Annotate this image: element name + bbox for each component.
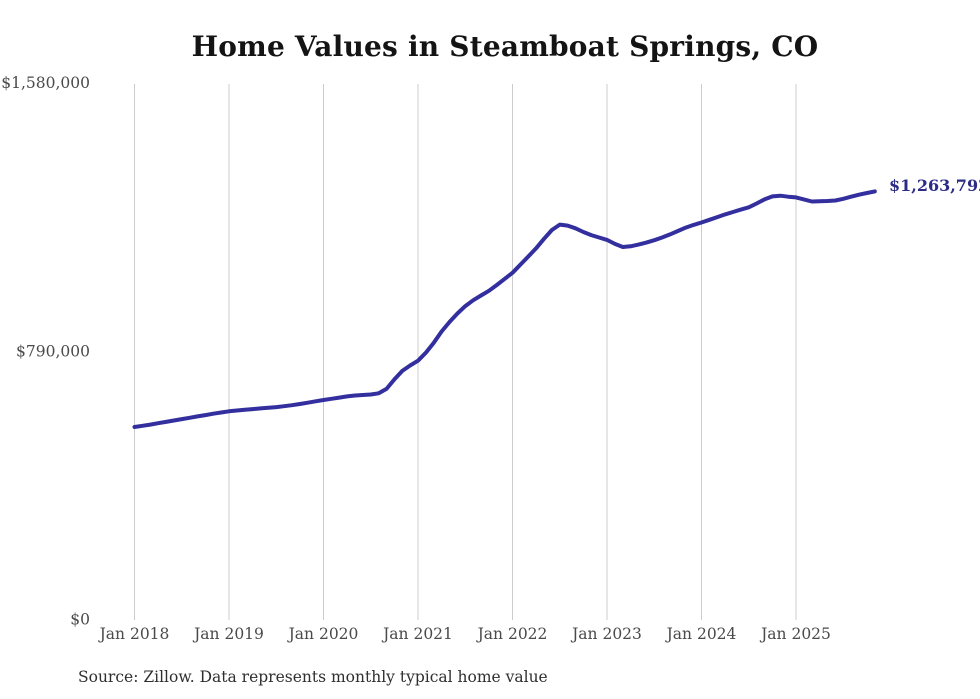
chart-title: Home Values in Steamboat Springs, CO [191, 30, 819, 63]
y-tick-label: $1,580,000 [1, 74, 90, 92]
source-note: Source: Zillow. Data represents monthly … [78, 668, 548, 686]
x-tick-label: Jan 2020 [287, 625, 359, 643]
x-tick-label: Jan 2018 [98, 625, 170, 643]
y-tick-label: $790,000 [16, 342, 90, 360]
home-value-line [132, 189, 877, 429]
x-tick-label: Jan 2024 [665, 625, 737, 643]
x-tick-label: Jan 2023 [570, 625, 642, 643]
y-tick-label: $0 [70, 611, 90, 629]
x-tick-label: Jan 2019 [192, 625, 264, 643]
x-tick-label: Jan 2021 [381, 625, 453, 643]
x-tick-label: Jan 2025 [759, 625, 831, 643]
x-tick-label: Jan 2022 [476, 625, 548, 643]
latest-value-label: $1,263,792 [889, 176, 980, 195]
